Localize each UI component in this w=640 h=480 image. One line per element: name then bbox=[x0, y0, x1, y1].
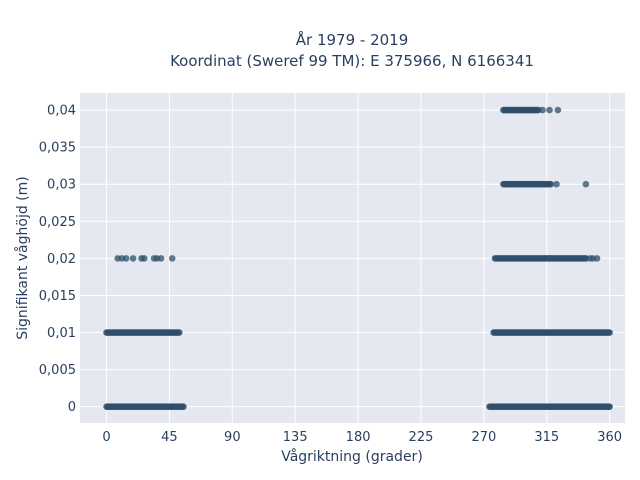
data-point bbox=[554, 106, 562, 114]
y-tick-label: 0,03 bbox=[47, 178, 76, 193]
y-axis-title: Signifikant våghöjd (m) bbox=[14, 176, 31, 339]
data-point bbox=[606, 403, 613, 410]
data-point bbox=[168, 255, 176, 262]
x-tick-label: 0 bbox=[102, 430, 110, 445]
y-tick-label: 0,015 bbox=[39, 289, 76, 304]
data-point bbox=[157, 255, 165, 262]
data-point bbox=[553, 180, 560, 188]
x-tick-label: 45 bbox=[161, 430, 178, 445]
data-point bbox=[593, 255, 601, 262]
y-tick-label: 0,025 bbox=[39, 215, 76, 230]
y-tick-label: 0,035 bbox=[39, 141, 76, 156]
data-point bbox=[180, 403, 187, 410]
y-tick-label: 0,01 bbox=[47, 326, 76, 341]
data-point bbox=[606, 329, 613, 336]
x-tick-label: 315 bbox=[534, 430, 559, 445]
y-axis-ticks: 0 0,005 0,01 0,015 0,02 0,025 0,03 0,035 0,04 bbox=[39, 104, 76, 416]
x-tick-label: 90 bbox=[224, 430, 241, 445]
data-point bbox=[175, 329, 183, 336]
x-tick-label: 135 bbox=[283, 430, 308, 445]
x-axis-ticks: 0 45 90 135 180 225 270 315 360 bbox=[102, 430, 622, 445]
data-point bbox=[539, 106, 546, 114]
data-points bbox=[103, 106, 613, 410]
data-point bbox=[547, 180, 555, 188]
x-tick-label: 360 bbox=[597, 430, 622, 445]
y-tick-label: 0,02 bbox=[47, 252, 76, 267]
y-tick-label: 0 bbox=[68, 400, 76, 415]
x-axis-title: Vågriktning (grader) bbox=[281, 448, 423, 465]
chart-title-line1: År 1979 - 2019 bbox=[296, 30, 409, 49]
data-point bbox=[140, 255, 148, 262]
x-tick-label: 270 bbox=[471, 430, 496, 445]
data-point bbox=[129, 255, 137, 262]
y-tick-label: 0,04 bbox=[47, 104, 76, 119]
data-point bbox=[582, 180, 590, 188]
x-tick-label: 180 bbox=[346, 430, 371, 445]
data-point bbox=[122, 255, 130, 262]
x-tick-label: 225 bbox=[409, 430, 434, 445]
data-point bbox=[546, 106, 553, 114]
chart-title-line2: Koordinat (Sweref 99 TM): E 375966, N 61… bbox=[170, 52, 534, 70]
y-tick-label: 0,005 bbox=[39, 363, 76, 378]
